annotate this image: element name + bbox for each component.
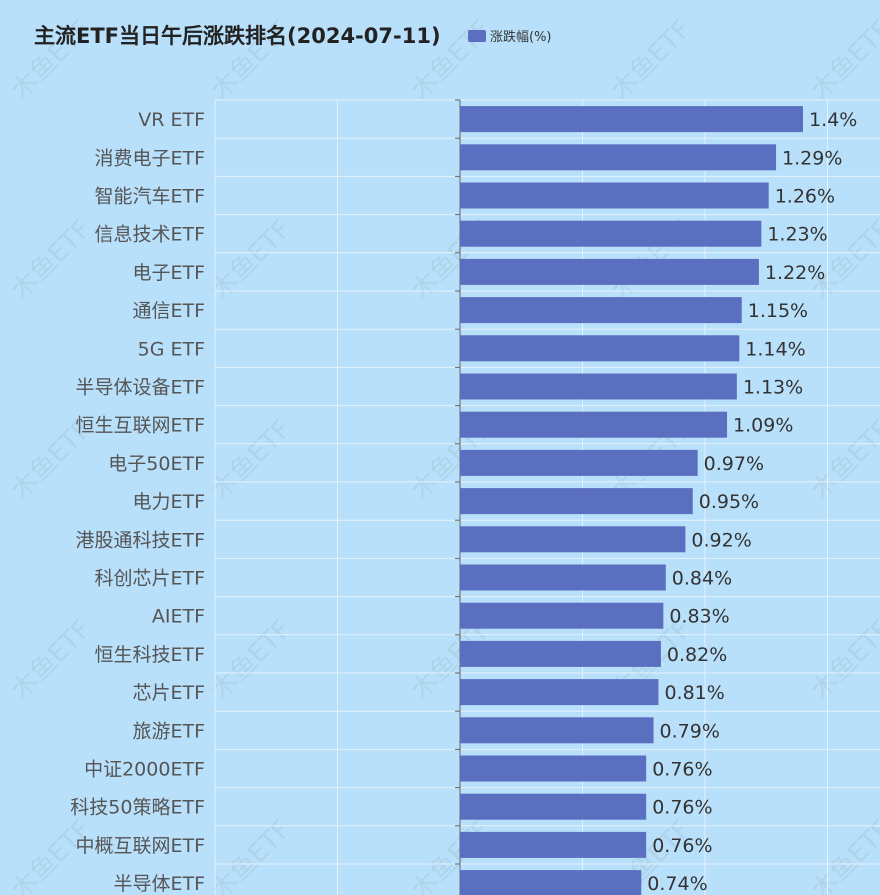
legend-swatch bbox=[468, 29, 486, 42]
category-label: 5G ETF bbox=[138, 338, 205, 360]
category-label: 智能汽车ETF bbox=[94, 186, 205, 208]
bar bbox=[460, 602, 664, 629]
legend[interactable]: 涨跌幅(%) bbox=[468, 26, 552, 45]
value-label: 0.83% bbox=[669, 606, 729, 628]
value-label: 1.29% bbox=[782, 147, 842, 169]
value-label: 0.92% bbox=[691, 529, 751, 551]
value-label: 0.76% bbox=[652, 759, 712, 781]
value-label: 0.84% bbox=[672, 568, 732, 590]
category-label: 半导体设备ETF bbox=[75, 377, 205, 399]
bar bbox=[460, 335, 740, 362]
bar bbox=[460, 258, 759, 285]
bar bbox=[460, 526, 686, 553]
value-label: 0.95% bbox=[699, 491, 759, 513]
bar bbox=[460, 373, 737, 400]
category-label: AIETF bbox=[152, 606, 205, 628]
category-label: 科创芯片ETF bbox=[94, 568, 205, 590]
bar bbox=[460, 144, 777, 171]
value-label: 1.4% bbox=[809, 109, 857, 131]
bar bbox=[460, 793, 647, 820]
bar bbox=[460, 297, 742, 324]
bar bbox=[460, 679, 659, 706]
bar bbox=[460, 755, 647, 782]
value-label: 1.14% bbox=[745, 338, 805, 360]
value-label: 1.23% bbox=[767, 224, 827, 246]
legend-label: 涨跌幅(%) bbox=[490, 30, 552, 45]
category-label: 中证2000ETF bbox=[84, 759, 205, 781]
category-label: 恒生科技ETF bbox=[94, 644, 205, 666]
category-label: VR ETF bbox=[138, 109, 205, 131]
bar bbox=[460, 411, 728, 438]
value-label: 1.15% bbox=[748, 300, 808, 322]
bar bbox=[460, 831, 647, 858]
category-label: 港股通科技ETF bbox=[75, 529, 205, 551]
category-label: 电力ETF bbox=[132, 491, 205, 513]
value-label: 0.76% bbox=[652, 835, 712, 857]
bar bbox=[460, 488, 693, 515]
bar bbox=[460, 870, 642, 895]
chart-title: 主流ETF当日午后涨跌排名(2024-07-11) bbox=[34, 24, 441, 48]
category-label: 科技50策略ETF bbox=[70, 797, 205, 819]
value-label: 0.97% bbox=[704, 453, 764, 475]
value-label: 0.82% bbox=[667, 644, 727, 666]
bar bbox=[460, 106, 803, 133]
bar bbox=[460, 717, 654, 744]
category-label: 电子50ETF bbox=[108, 453, 205, 475]
bar bbox=[460, 182, 769, 209]
category-label: 恒生互联网ETF bbox=[75, 415, 205, 437]
category-label: 信息技术ETF bbox=[94, 224, 205, 246]
bar bbox=[460, 640, 661, 667]
category-label: 消费电子ETF bbox=[94, 147, 205, 169]
category-label: 电子ETF bbox=[132, 262, 205, 284]
bar bbox=[460, 449, 698, 476]
value-label: 1.22% bbox=[765, 262, 825, 284]
value-label: 1.13% bbox=[743, 377, 803, 399]
value-label: 1.09% bbox=[733, 415, 793, 437]
value-label: 0.74% bbox=[647, 873, 707, 895]
value-label: 0.81% bbox=[664, 682, 724, 704]
category-label: 半导体ETF bbox=[113, 873, 205, 895]
category-label: 中概互联网ETF bbox=[75, 835, 205, 857]
bar bbox=[460, 564, 666, 591]
bar bbox=[460, 220, 762, 247]
category-label: 芯片ETF bbox=[132, 682, 205, 704]
category-label: 通信ETF bbox=[132, 300, 205, 322]
value-label: 0.76% bbox=[652, 797, 712, 819]
category-label: 旅游ETF bbox=[132, 720, 205, 742]
value-label: 0.79% bbox=[660, 720, 720, 742]
value-label: 1.26% bbox=[775, 186, 835, 208]
